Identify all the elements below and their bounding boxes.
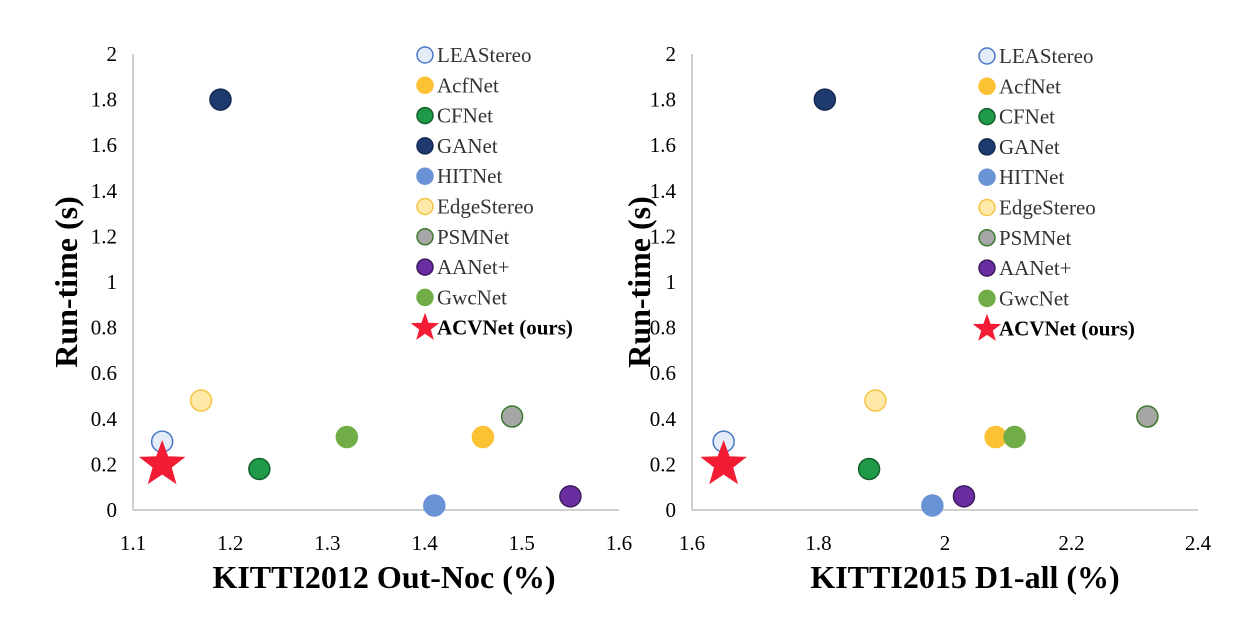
legend-label-acfnet: AcfNet (999, 74, 1061, 98)
point-psmnet (1136, 405, 1159, 428)
y-tick-label: 1.8 (650, 88, 676, 112)
x-tick-label: 1.6 (679, 531, 705, 555)
y-tick-label: 1.6 (91, 133, 117, 157)
y-tick-label: 1.4 (91, 179, 118, 203)
y-tick-label: 1.8 (91, 88, 117, 112)
legend-marker-edgestereo (978, 198, 996, 217)
legend-marker-ganet (978, 138, 996, 156)
x-axis-title: KITTI2015 D1-all (%) (810, 559, 1119, 595)
x-tick-label: 1.2 (217, 531, 243, 555)
y-axis-title: Run-time (s) (621, 196, 657, 368)
y-tick-label: 0.6 (91, 361, 117, 385)
legend-label-edgestereo: EdgeStereo (437, 195, 534, 219)
legend-label-ganet: GANet (999, 135, 1060, 159)
x-axis-title: KITTI2012 Out-Noc (%) (212, 559, 555, 595)
y-tick-label: 1.6 (650, 133, 676, 157)
legend-marker-edgestereo (416, 197, 434, 216)
x-tick-label: 1.6 (606, 531, 632, 555)
point-acfnet (984, 425, 1007, 449)
point-edgestereo (864, 389, 887, 412)
legend-marker-ganet (416, 137, 434, 155)
legend-marker-psmnet (978, 229, 996, 247)
y-tick-label: 0 (666, 498, 677, 522)
legend-marker-acvnet-ours (972, 313, 1002, 341)
legend-marker-leastereo (416, 46, 434, 64)
legend-label-psmnet: PSMNet (437, 225, 510, 249)
y-tick-label: 2 (666, 42, 677, 66)
y-axis-title: Run-time (s) (48, 196, 84, 368)
legend-marker-aanet (978, 259, 996, 277)
point-ganet (813, 88, 837, 111)
legend-label-psmnet: PSMNet (999, 226, 1072, 250)
y-tick-label: 0.2 (91, 452, 117, 476)
x-tick-label: 1.8 (805, 531, 831, 555)
point-cfnet (857, 457, 881, 481)
legend-label-leastereo: LEAStereo (437, 43, 531, 67)
x-tick-label: 1.4 (411, 531, 438, 555)
y-tick-label: 0.6 (650, 361, 676, 385)
y-tick-label: 1.2 (91, 224, 117, 248)
point-hitnet (921, 494, 944, 517)
y-tick-label: 1.2 (650, 224, 676, 248)
legend-label-acfnet: AcfNet (437, 73, 499, 97)
legend-marker-cfnet (416, 106, 434, 125)
point-ganet (209, 88, 232, 111)
legend-label-aanet: AANet+ (437, 255, 510, 279)
point-cfnet (248, 457, 271, 481)
point-gwcnet (335, 425, 359, 449)
x-tick-label: 1.3 (314, 531, 340, 555)
legend-marker-psmnet (416, 228, 434, 246)
legend-label-acvnet-ours: ACVNet (ours) (999, 317, 1135, 341)
point-gwcnet (1003, 425, 1026, 449)
legend-marker-gwcnet (416, 288, 434, 307)
y-tick-label: 0 (107, 498, 118, 522)
legend-label-gwcnet: GwcNet (437, 285, 507, 309)
y-tick-label: 0.2 (650, 452, 676, 476)
legend-label-aanet: AANet+ (999, 256, 1072, 280)
y-tick-label: 2 (107, 42, 118, 66)
legend-marker-hitnet (978, 168, 996, 186)
y-tick-label: 1 (666, 270, 677, 294)
x-tick-label: 1.1 (120, 531, 146, 555)
legend-label-cfnet: CFNet (437, 104, 493, 128)
legend-marker-gwcnet (978, 289, 996, 308)
legend-label-leastereo: LEAStereo (999, 44, 1093, 68)
legend-label-ganet: GANet (437, 134, 498, 158)
legend-marker-aanet (416, 258, 434, 276)
point-aanet (952, 485, 976, 508)
chart-1: 0 0.2 0.4 0.6 0.8 1 1.2 1.4 1.6 1.8 2 1.1 1.2 1.3 1.4 1… (48, 42, 632, 595)
legend-marker-acvnet-ours (410, 312, 440, 340)
point-edgestereo (189, 389, 213, 412)
legend-label-edgestereo: EdgeStereo (999, 196, 1096, 220)
x-tick-label: 2.4 (1185, 531, 1212, 555)
legend-label-acvnet-ours: ACVNet (ours) (437, 316, 573, 340)
y-tick-label: 0.8 (650, 316, 676, 340)
legend-marker-leastereo (978, 47, 996, 65)
legend-label-hitnet: HITNet (437, 164, 502, 188)
y-tick-label: 0.8 (91, 316, 117, 340)
y-tick-label: 0.4 (650, 407, 677, 431)
y-tick-label: 0.4 (91, 407, 118, 431)
chart-2: 0 0.2 0.4 0.6 0.8 1 1.2 1.4 1.6 1.8 2 1.6 1.8 2 2.2 2.4… (621, 42, 1212, 595)
point-hitnet (423, 494, 446, 517)
y-tick-label: 1.4 (650, 179, 677, 203)
point-acvnet-ours (700, 439, 747, 485)
point-psmnet (500, 405, 524, 428)
y-tick-label: 1 (107, 270, 118, 294)
x-tick-label: 2 (940, 531, 951, 555)
x-tick-label: 1.5 (509, 531, 535, 555)
x-tick-label: 2.2 (1058, 531, 1084, 555)
legend-marker-acfnet (416, 76, 434, 95)
legend-marker-hitnet (416, 167, 434, 185)
point-acvnet-ours (138, 439, 186, 485)
point-acfnet (471, 425, 495, 449)
legend-label-gwcnet: GwcNet (999, 286, 1069, 310)
point-aanet (559, 485, 582, 508)
legend-marker-acfnet (978, 77, 996, 96)
legend-marker-cfnet (978, 107, 996, 126)
legend-label-hitnet: HITNet (999, 165, 1064, 189)
legend-label-cfnet: CFNet (999, 105, 1055, 129)
